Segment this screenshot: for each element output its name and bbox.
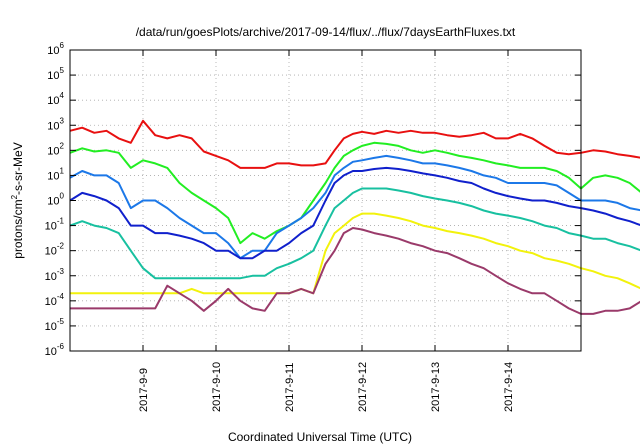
- y-tick-base: 10: [45, 346, 57, 358]
- y-tick-exp: -5: [57, 317, 65, 326]
- y-axis-label-main: protons/cm: [11, 199, 25, 258]
- y-tick-exp: 6: [60, 41, 65, 50]
- x-tick-label: 2017-9-10: [211, 362, 223, 412]
- y-tick-base: 10: [47, 45, 59, 57]
- y-tick-base: 10: [45, 246, 57, 258]
- x-axis-label: Coordinated Universal Time (UTC): [228, 430, 412, 444]
- y-axis-ticks: 10-610-510-410-310-210-11001011021031041…: [45, 41, 581, 358]
- y-tick-label: 103: [47, 116, 64, 132]
- y-tick-exp: 0: [60, 192, 65, 201]
- y-tick-label: 102: [47, 141, 64, 157]
- y-tick-base: 10: [47, 95, 59, 107]
- y-tick-exp: -3: [57, 267, 65, 276]
- y-tick-label: 10-4: [45, 292, 65, 308]
- x-tick-label: 2017-9-9: [138, 368, 150, 412]
- y-tick-label: 10-6: [45, 342, 65, 358]
- y-tick-base: 10: [45, 296, 57, 308]
- y-tick-base: 10: [47, 170, 59, 182]
- y-tick-exp: -6: [57, 342, 65, 351]
- series-line: [69, 166, 640, 260]
- y-tick-label: 10-3: [45, 267, 65, 283]
- y-tick-label: 10-5: [45, 317, 65, 333]
- y-tick-exp: -2: [57, 242, 65, 251]
- y-tick-exp: -1: [57, 217, 65, 226]
- y-tick-base: 10: [47, 70, 59, 82]
- y-tick-exp: 3: [60, 116, 65, 125]
- x-tick-label: 2017-9-11: [284, 363, 296, 412]
- y-axis-label: protons/cm2-s-sr-MeV: [10, 142, 25, 258]
- y-tick-base: 10: [45, 271, 57, 283]
- series-line: [69, 119, 640, 169]
- y-tick-label: 100: [47, 192, 64, 208]
- y-tick-exp: 2: [60, 141, 65, 150]
- series-line: [70, 212, 640, 295]
- y-tick-label: 104: [47, 91, 64, 107]
- y-axis-label-tail: -s-sr-MeV: [11, 142, 25, 195]
- data-series: [69, 119, 640, 315]
- y-tick-exp: 4: [60, 91, 65, 100]
- series-line: [70, 227, 640, 315]
- y-tick-label: 105: [47, 66, 64, 82]
- y-tick-exp: -4: [57, 292, 65, 301]
- x-tick-label: 2017-9-14: [503, 362, 515, 412]
- y-axis-label-sup: 2: [10, 194, 19, 199]
- series-line: [69, 141, 640, 245]
- x-tick-label: 2017-9-13: [430, 362, 442, 412]
- y-tick-exp: 1: [60, 166, 65, 175]
- series-line: [69, 154, 640, 260]
- y-tick-base: 10: [47, 196, 59, 208]
- y-tick-label: 101: [47, 166, 64, 182]
- y-tick-label: 10-2: [45, 242, 65, 258]
- x-axis-ticks: 2017-9-9 2017-9-10 2017-9-11 2017-9-12 2017-…: [138, 50, 515, 412]
- y-tick-exp: 5: [60, 66, 65, 75]
- chart-title: /data/run/goesPlots/archive/2017-09-14/f…: [136, 25, 516, 39]
- y-tick-base: 10: [47, 145, 59, 157]
- series-line: [69, 187, 640, 280]
- y-tick-base: 10: [47, 120, 59, 132]
- y-tick-base: 10: [45, 321, 57, 333]
- y-tick-label: 10-1: [45, 217, 65, 233]
- y-tick-base: 10: [45, 221, 57, 233]
- y-tick-label: 106: [47, 41, 64, 57]
- x-tick-label: 2017-9-12: [357, 362, 369, 412]
